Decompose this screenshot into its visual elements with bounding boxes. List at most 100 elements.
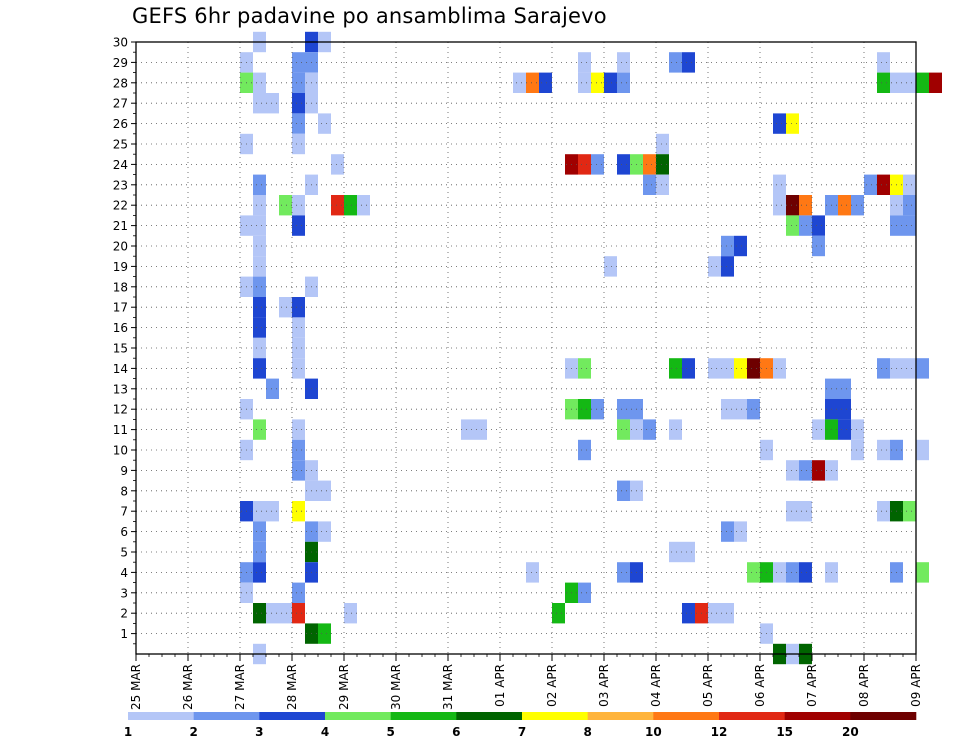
x-axis: 25 MAR 26 MAR 27 MAR 28 MAR 29 MAR 30 MAR 31 M… [129,654,923,710]
heatmap-cell [591,72,604,93]
heatmap-cell [799,215,812,236]
heatmap-cell [591,154,604,175]
heatmap-cell [721,521,734,542]
heatmap-cell [552,603,565,624]
heatmap-cell [838,378,851,399]
legend-label: 10 [645,725,662,739]
heatmap-cell [786,113,799,134]
heatmap-cell [604,72,617,93]
x-tick-label: 31 MAR [441,664,455,710]
x-tick-label: 08 APR [857,664,871,707]
y-tick-label: 11 [113,423,128,437]
heatmap-cell [773,113,786,134]
heatmap-cell [253,297,266,318]
y-tick-label: 21 [113,219,128,233]
heatmap-cell [669,358,682,379]
x-tick-label: 07 APR [805,664,819,707]
heatmap-cell [669,52,682,73]
heatmap-cell [786,215,799,236]
legend-label: 7 [518,725,526,739]
heatmap-cell [916,72,929,93]
y-tick-label: 16 [113,321,128,335]
heatmap-cell [539,72,552,93]
heatmap-cell [617,52,630,73]
heatmap-cell [292,72,305,93]
heatmap-cell [877,52,890,73]
x-tick-label: 05 APR [701,664,715,707]
heatmap-cell [292,195,305,216]
heatmap-cell [786,501,799,522]
heatmap-cell [266,93,279,114]
heatmap-cell [617,399,630,420]
heatmap-cell [318,623,331,644]
heatmap-cell [643,174,656,195]
legend-swatch [193,712,260,720]
heatmap-cell [877,174,890,195]
legend-swatch [719,712,785,720]
heatmap-cell [253,419,266,440]
heatmap-cell [656,154,669,175]
heatmap-cell [578,582,591,603]
heatmap-cell [578,399,591,420]
heatmap-cell [812,215,825,236]
x-tick-label: 29 MAR [337,664,351,710]
legend-label: 2 [189,725,197,739]
heatmap-cell [708,358,721,379]
heatmap-cell [331,154,344,175]
heatmap-cell [292,460,305,481]
legend-swatch [784,712,851,720]
heatmap-cell [812,235,825,257]
heatmap-cell [292,317,305,338]
y-tick-label: 12 [113,403,128,417]
heatmap-cell [526,562,539,583]
heatmap-cell [578,358,591,379]
heatmap-cell [721,358,734,379]
heatmap-cell [318,480,331,501]
heatmap-cell [734,399,747,420]
heatmap-cell [721,256,734,277]
chart-title: GEFS 6hr padavine po ansamblima Sarajevo [132,4,607,28]
y-tick-label: 6 [120,525,128,539]
heatmap-cell [903,72,916,93]
heatmap-cell [292,113,305,134]
heatmap-cell [318,521,331,542]
heatmap-cell [747,562,760,583]
heatmap-cell [903,195,916,216]
heatmap-cell [903,215,916,236]
heatmap-cell [617,480,630,501]
heatmap-cell [851,439,864,461]
legend-label: 3 [255,725,263,739]
heatmap-cell [799,562,812,583]
heatmap-cell [812,460,825,481]
legend-label: 15 [776,725,793,739]
heatmap-cell [474,419,487,440]
heatmap-cell [253,541,266,563]
heatmap-cell [253,521,266,542]
heatmap-cell [682,541,695,563]
heatmap-cell [669,541,682,563]
heatmap-cell [526,72,539,93]
heatmap-cell [604,256,617,277]
heatmap-cell [656,174,669,195]
heatmap-cell [292,93,305,114]
x-tick-label: 25 MAR [129,664,143,710]
legend-swatch [587,712,654,720]
y-tick-label: 9 [120,464,128,478]
heatmap-cell [838,419,851,440]
heatmap-cell [253,195,266,216]
heatmap-cell [253,72,266,93]
heatmap-cell [292,582,305,603]
heatmap-cell [734,235,747,257]
heatmap-cell [877,439,890,461]
heatmap-cell [253,174,266,195]
heatmap-cell [292,133,305,155]
heatmap-cell [253,256,266,277]
legend-swatch [390,712,457,720]
y-tick-label: 7 [120,505,128,519]
y-tick-label: 15 [113,342,128,356]
heatmap-cell [279,603,292,624]
heatmap-cell [643,154,656,175]
heatmap-cell [292,419,305,440]
heatmap-cell [266,378,279,399]
